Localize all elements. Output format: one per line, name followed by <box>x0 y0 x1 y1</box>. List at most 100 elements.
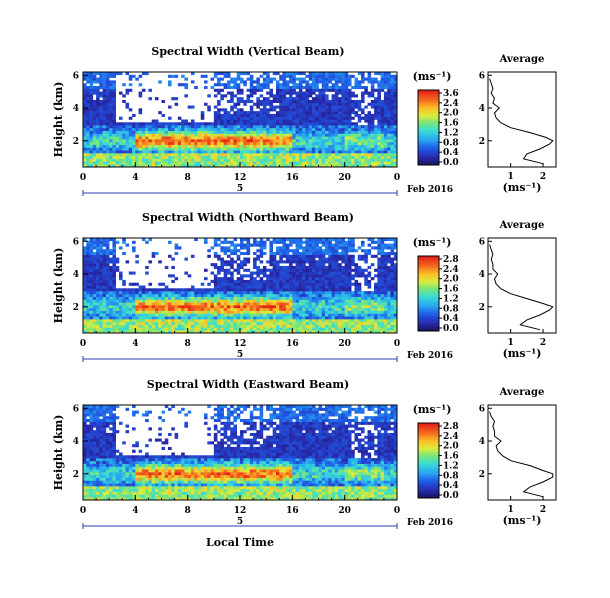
heatmap-cell <box>220 88 224 92</box>
heatmap-cell <box>213 74 218 78</box>
heatmap-cell <box>282 108 287 112</box>
heatmap-cell <box>390 144 395 148</box>
heatmap-cell <box>105 330 110 334</box>
heatmap-cell <box>302 113 306 117</box>
heatmap-cell <box>204 147 208 151</box>
heatmap-cell <box>158 302 162 306</box>
heatmap-cell <box>374 158 378 162</box>
heatmap-cell <box>220 139 224 143</box>
heatmap-cell <box>161 321 166 325</box>
heatmap-cell <box>158 127 162 131</box>
heatmap-cell <box>230 122 234 126</box>
heatmap-cell <box>315 302 319 306</box>
heatmap-cell <box>308 88 313 92</box>
heatmap-cell <box>187 305 192 309</box>
heatmap-cell <box>321 327 326 331</box>
heatmap-cell <box>285 249 290 253</box>
heatmap-cell <box>132 307 136 311</box>
heatmap-cell <box>86 102 90 106</box>
heatmap-cell <box>331 150 336 154</box>
heatmap-cell <box>262 111 267 115</box>
heatmap-cell <box>105 74 110 78</box>
heatmap-cell <box>115 305 120 309</box>
heatmap-cell <box>158 164 162 168</box>
heatmap-cell <box>89 113 94 117</box>
heatmap-cell <box>315 108 319 112</box>
heatmap-cell <box>289 296 293 300</box>
heatmap-cell <box>122 153 126 157</box>
heatmap-cell <box>102 327 107 331</box>
heatmap-cell <box>220 310 224 314</box>
heatmap-cell <box>383 105 388 109</box>
heatmap-cell <box>279 268 283 272</box>
heatmap-cell <box>256 288 260 292</box>
heatmap-cell <box>308 240 313 244</box>
heatmap-cell <box>328 271 332 275</box>
heatmap-cell <box>240 299 244 303</box>
heatmap-cell <box>154 330 159 334</box>
heatmap-cell <box>220 291 224 295</box>
heatmap-cell <box>383 130 388 134</box>
heatmap-cell <box>109 319 113 323</box>
heatmap-cell <box>243 274 247 278</box>
heatmap-cell <box>240 265 244 270</box>
heatmap-cell <box>357 83 362 87</box>
heatmap-cell <box>364 161 368 165</box>
heatmap-cell <box>259 144 264 148</box>
heatmap-cell <box>347 130 352 134</box>
heatmap-cell <box>217 327 221 331</box>
heatmap-cell <box>361 130 365 134</box>
heatmap-cell <box>122 133 126 137</box>
heatmap-cell <box>344 127 349 131</box>
heatmap-cell <box>171 313 175 317</box>
heatmap-cell <box>282 97 287 101</box>
heatmap-cell <box>168 139 172 143</box>
heatmap-cell <box>364 144 368 148</box>
heatmap-cell <box>118 147 123 151</box>
heatmap-cell <box>132 125 136 129</box>
heatmap-cell <box>315 147 319 151</box>
heatmap-cell <box>253 85 257 90</box>
heatmap-cell <box>289 321 293 325</box>
heatmap-cell <box>168 316 172 320</box>
heatmap-cell <box>331 108 336 112</box>
heatmap-cell <box>246 296 251 300</box>
heatmap-cell <box>298 88 303 92</box>
heatmap-cell <box>207 125 211 129</box>
heatmap-cell <box>217 164 221 168</box>
date-label: Feb 2016 <box>407 185 453 195</box>
heatmap-cell <box>83 141 87 145</box>
heatmap-cell <box>315 105 319 109</box>
heatmap-cell <box>243 296 247 300</box>
heatmap-cell <box>357 327 362 331</box>
heatmap-cell <box>184 321 188 325</box>
heatmap-cell <box>92 130 97 134</box>
heatmap-cell <box>347 240 352 244</box>
heatmap-cell <box>122 288 126 292</box>
heatmap-cell <box>341 324 345 328</box>
heatmap-cell <box>161 158 166 162</box>
heatmap-cell <box>318 161 323 165</box>
heatmap-cell <box>233 238 238 242</box>
heatmap-cell <box>118 277 123 281</box>
heatmap-cell <box>213 296 218 300</box>
heatmap-cell <box>387 153 391 157</box>
heatmap-cell <box>102 291 107 295</box>
heatmap-cell <box>236 77 241 81</box>
heatmap-cell <box>109 324 113 328</box>
heatmap-cell <box>253 282 257 286</box>
heatmap-cell <box>246 257 251 261</box>
heatmap-cell <box>236 99 241 104</box>
heatmap-cell <box>83 313 87 317</box>
heatmap-cell <box>92 116 97 120</box>
heatmap-cell <box>217 302 221 306</box>
heatmap-cell <box>125 102 130 106</box>
heatmap-cell <box>266 299 270 303</box>
heatmap-cell <box>164 316 169 320</box>
heatmap-cell <box>213 139 218 143</box>
heatmap-cell <box>233 113 238 117</box>
heatmap-cell <box>115 240 120 244</box>
heatmap-cell <box>243 324 247 328</box>
heatmap-cell <box>321 130 326 134</box>
heatmap-cell <box>135 158 139 162</box>
